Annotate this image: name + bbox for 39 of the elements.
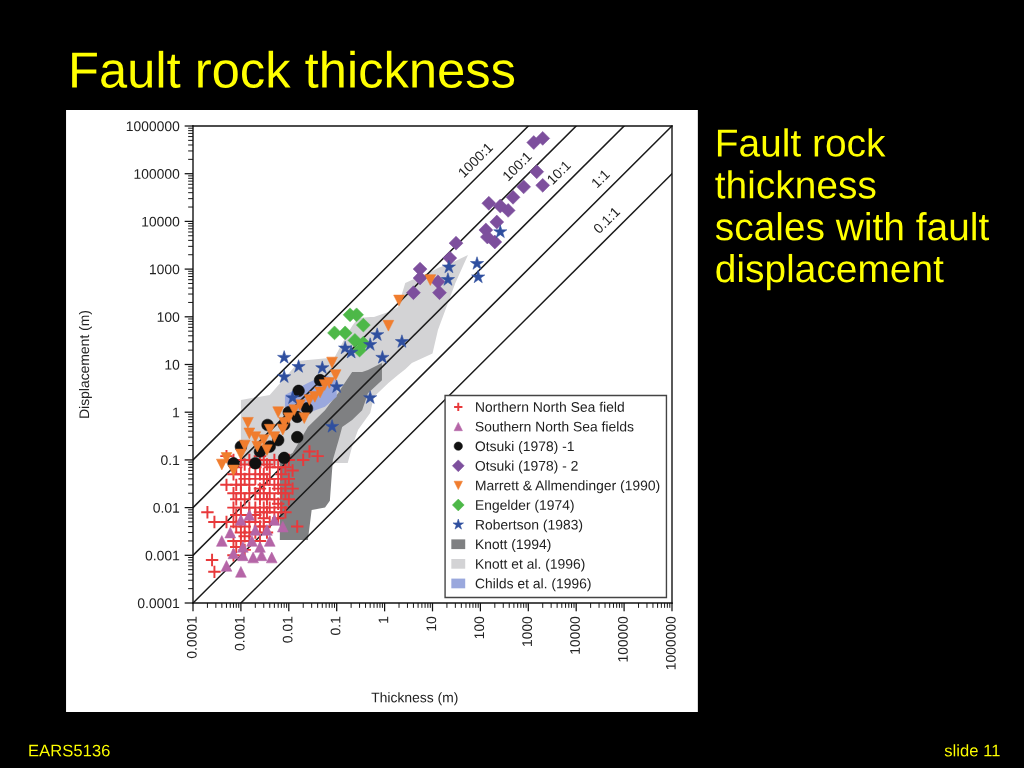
legend-label: Knott et al. (1996)	[476, 558, 585, 572]
y-tick-label: 100000	[134, 169, 180, 179]
y-tick-label: 100	[157, 312, 180, 322]
x-tick-label: 1000	[522, 616, 533, 647]
legend-label: Otsuki (1978) -1	[475, 440, 574, 454]
legend-label: Childs et al. (1996)	[475, 578, 591, 592]
x-tick-label: 1000000	[665, 616, 676, 670]
text: EARS5136	[29, 744, 110, 757]
x-tick-label: 0.1	[330, 616, 341, 635]
text: slide 11	[944, 744, 1000, 757]
legend-label: Engelder (1974)	[476, 499, 574, 513]
text: Fault rock thickness scales with fault displacement	[715, 128, 989, 291]
y-tick-label: 0.0001	[137, 598, 180, 609]
text: 10:1	[546, 159, 572, 185]
x-tick-label: 100000	[617, 616, 628, 662]
x-tick-label: 0.01	[282, 616, 293, 643]
text: 1:1	[590, 168, 611, 189]
x-tick-label: 1	[378, 616, 389, 623]
y-tick-label: 1000000	[126, 121, 180, 132]
legend-label: Southern North Sea fields	[475, 421, 634, 432]
y-axis-title: Displacement (m)	[78, 310, 92, 418]
x-axis-title: Thickness (m)	[371, 692, 458, 706]
x-tick-label: 0.001	[234, 616, 245, 651]
chart-title: Fault rock thickness	[72, 50, 515, 89]
y-tick-label: 10000	[142, 216, 180, 227]
y-tick-label: 0.01	[153, 502, 180, 513]
x-tick-label: 10	[426, 616, 437, 631]
y-tick-label: 1000	[149, 264, 180, 275]
y-tick-label: 1	[173, 407, 180, 418]
legend-label: Marrett & Allmendinger (1990)	[476, 480, 660, 494]
x-tick-label: 10000	[570, 616, 580, 654]
legend-label: Otsuki (1978) - 2	[475, 460, 578, 474]
y-tick-label: 0.1	[161, 455, 180, 466]
x-tick-label: 100	[474, 616, 485, 639]
legend-label: Robertson (1983)	[476, 519, 583, 533]
y-tick-label: 0.001	[145, 550, 180, 561]
legend-label: Northern North Sea field	[476, 401, 624, 412]
legend-label: Knott (1994)	[476, 539, 551, 552]
y-tick-label: 10	[165, 359, 180, 370]
